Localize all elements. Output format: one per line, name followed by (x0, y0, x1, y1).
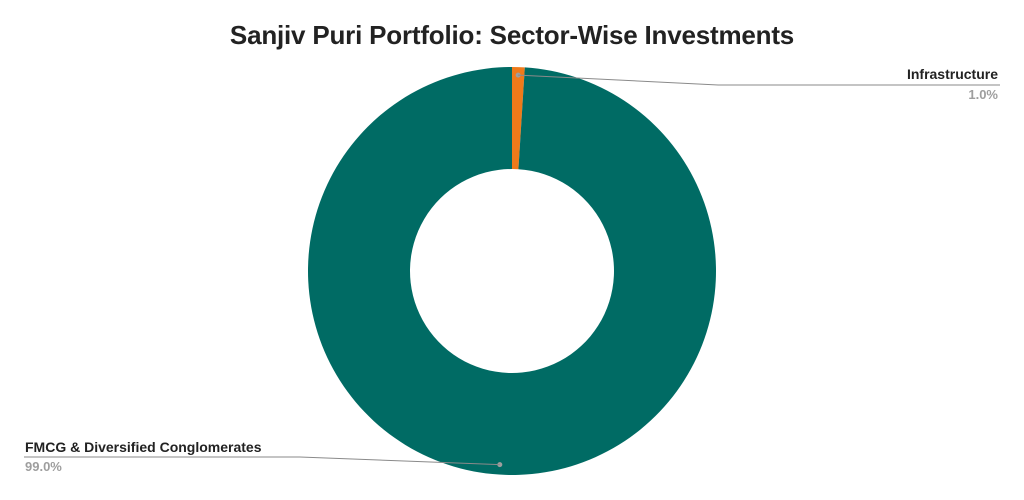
slices-layer (308, 67, 716, 476)
slice-infrastructure (512, 67, 525, 170)
slice-label-value: 1.0% (968, 87, 998, 102)
slice-label-name: Infrastructure (907, 66, 998, 82)
slice-label-value: 99.0% (25, 459, 62, 474)
slice-label-name: FMCG & Diversified Conglomerates (25, 439, 262, 455)
slice-fmcg-diversified-conglomerates (308, 67, 716, 476)
leader-line (518, 74, 1000, 86)
leader-lines (24, 72, 1000, 468)
chart-title: Sanjiv Puri Portfolio: Sector-Wise Inves… (229, 20, 795, 50)
slice-labels: Infrastructure 1.0% FMCG & Diversified Con… (25, 66, 998, 474)
leader-line (24, 456, 500, 466)
